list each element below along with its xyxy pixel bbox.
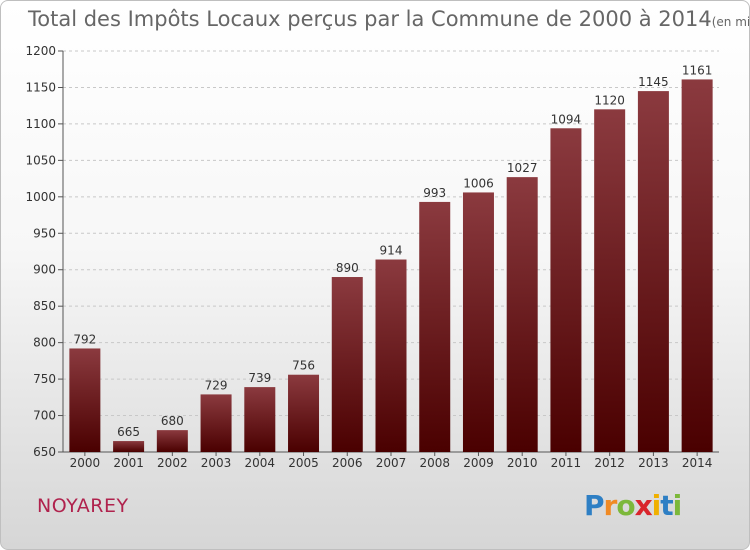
bar-value-label: 1094 <box>551 112 582 126</box>
x-tick-label: 2008 <box>419 456 450 470</box>
bar <box>113 441 145 452</box>
bar <box>681 79 713 453</box>
bar-value-label: 756 <box>292 359 315 373</box>
bar <box>69 348 101 452</box>
bar-value-label: 1006 <box>463 176 494 190</box>
bar-value-label: 1161 <box>682 63 713 77</box>
bar-value-label: 993 <box>423 186 446 200</box>
x-tick-label: 2009 <box>463 456 494 470</box>
bar-value-label: 665 <box>117 425 140 439</box>
y-tick-label: 700 <box>33 409 56 423</box>
x-tick-label: 2011 <box>551 456 582 470</box>
chart-title-block: Total des Impôts Locaux perçus par la Co… <box>28 7 750 31</box>
bar-value-label: 1120 <box>594 93 625 107</box>
logo-letter: i <box>651 489 662 522</box>
bar-value-label: 792 <box>73 332 96 346</box>
bar <box>244 387 276 452</box>
bar <box>331 277 363 452</box>
proxiti-logo: Proxiti <box>584 489 683 522</box>
bar <box>419 201 451 452</box>
bar <box>637 91 669 452</box>
logo-letter: o <box>616 489 635 522</box>
x-tick-label: 2014 <box>682 456 713 470</box>
bar <box>594 109 626 452</box>
x-tick-label: 2003 <box>201 456 232 470</box>
bar <box>375 259 407 452</box>
bar-value-label: 739 <box>248 371 271 385</box>
x-tick-label: 2001 <box>113 456 144 470</box>
logo-letter: r <box>603 489 618 522</box>
x-tick-label: 2013 <box>638 456 669 470</box>
y-tick-label: 1100 <box>25 117 56 131</box>
logo-letter: P <box>584 489 605 522</box>
bars <box>69 79 713 453</box>
x-tick-label: 2005 <box>288 456 319 470</box>
x-tick-label: 2004 <box>245 456 276 470</box>
y-tick-label: 1000 <box>25 190 56 204</box>
y-tick-label: 950 <box>33 226 56 240</box>
x-tick-label: 2002 <box>157 456 188 470</box>
x-tick-label: 2006 <box>332 456 363 470</box>
bar-value-label: 914 <box>380 244 403 258</box>
bar <box>462 192 494 452</box>
logo-letter: x <box>634 489 653 522</box>
bar-value-label: 890 <box>336 261 359 275</box>
bar-value-label: 680 <box>161 414 184 428</box>
logo-letter: t <box>660 489 673 522</box>
bar-value-label: 1145 <box>638 75 669 89</box>
commune-name: NOYAREY <box>37 495 129 517</box>
logo-letter: i <box>672 489 683 522</box>
x-tick-label: 2010 <box>507 456 538 470</box>
x-tick-label: 2012 <box>594 456 625 470</box>
y-tick-label: 1150 <box>25 80 56 94</box>
bar-value-label: 1027 <box>507 161 538 175</box>
bar <box>200 394 232 452</box>
bar <box>506 177 538 452</box>
x-tick-label: 2000 <box>70 456 101 470</box>
y-tick-label: 1050 <box>25 153 56 167</box>
y-tick-label: 1200 <box>25 44 56 58</box>
y-tick-label: 800 <box>33 336 56 350</box>
bar <box>550 128 582 452</box>
chart-title: Total des Impôts Locaux perçus par la Co… <box>28 7 712 31</box>
y-tick-label: 650 <box>33 445 56 459</box>
bar-value-label: 729 <box>205 378 228 392</box>
chart-unit: (en milliers d'€) <box>711 15 750 29</box>
y-tick-label: 900 <box>33 263 56 277</box>
y-tick-label: 750 <box>33 372 56 386</box>
axes: 650 700 750 800 850 900 950 1000 1050 1100 1150 120… <box>25 44 719 470</box>
bar <box>288 374 320 452</box>
x-tick-label: 2007 <box>376 456 407 470</box>
bar <box>156 430 188 452</box>
y-tick-label: 850 <box>33 299 56 313</box>
data-labels: 792 665 680 729 739 756 890 914 993 1006 1027 1094 1… <box>73 63 712 439</box>
